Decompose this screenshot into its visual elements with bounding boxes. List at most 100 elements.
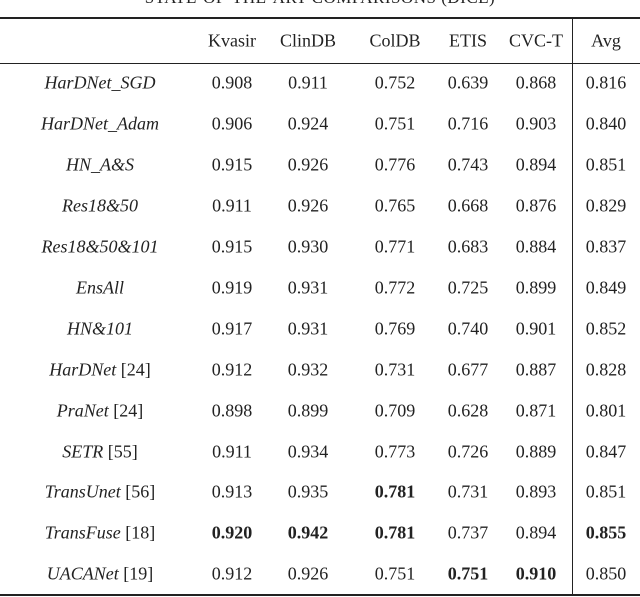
score-cell: 0.772 <box>374 277 416 298</box>
citation: [18] <box>125 522 156 543</box>
score-cell: 0.765 <box>374 195 416 216</box>
column-header: Kvasir <box>208 30 256 51</box>
score-cell: 0.801 <box>585 400 627 421</box>
score-cell: 0.709 <box>374 400 416 421</box>
score-cell: 0.769 <box>374 318 416 339</box>
column-header: ColDB <box>369 30 421 51</box>
citation: [19] <box>123 563 154 584</box>
column-header: CVC-T <box>509 30 563 51</box>
score-cell: 0.773 <box>374 441 416 462</box>
score-cell: 0.942 <box>287 522 329 543</box>
score-cell: 0.930 <box>287 236 329 257</box>
row-label: Res18&50 <box>62 196 138 217</box>
row-label: EnsAll <box>76 277 124 298</box>
score-cell: 0.901 <box>515 318 557 339</box>
score-cell: 0.893 <box>515 481 557 502</box>
score-cell: 0.935 <box>287 481 329 502</box>
table-title: STATE-OF-THE-ART COMPARISONS (DICE) <box>0 0 640 8</box>
score-cell: 0.926 <box>287 154 329 175</box>
score-cell: 0.926 <box>287 563 329 584</box>
row-label: SETR [55] <box>62 441 138 462</box>
row-label: TransUnet [56] <box>45 482 156 503</box>
method-name: PraNet <box>56 400 109 421</box>
method-name: HarDNet_Adam <box>41 113 159 134</box>
row-label: UACANet [19] <box>47 564 154 585</box>
score-cell: 0.639 <box>447 72 489 93</box>
score-cell: 0.776 <box>374 154 416 175</box>
score-cell: 0.889 <box>515 441 557 462</box>
method-name: UACANet <box>46 563 119 584</box>
score-cell: 0.668 <box>447 195 489 216</box>
score-cell: 0.850 <box>585 563 627 584</box>
score-cell: 0.919 <box>211 277 253 298</box>
top-rule <box>0 17 640 19</box>
score-cell: 0.683 <box>447 236 489 257</box>
score-cell: 0.887 <box>515 359 557 380</box>
score-cell: 0.908 <box>211 72 253 93</box>
score-cell: 0.837 <box>585 236 627 257</box>
score-cell: 0.737 <box>447 522 489 543</box>
score-cell: 0.752 <box>374 72 416 93</box>
score-cell: 0.677 <box>447 359 489 380</box>
score-cell: 0.894 <box>515 522 557 543</box>
score-cell: 0.781 <box>374 481 416 502</box>
score-cell: 0.915 <box>211 236 253 257</box>
score-cell: 0.847 <box>585 441 627 462</box>
method-name: HN_A&S <box>65 154 135 175</box>
score-cell: 0.628 <box>447 400 489 421</box>
score-cell: 0.781 <box>374 522 416 543</box>
citation: [56] <box>125 481 156 502</box>
score-cell: 0.898 <box>211 400 253 421</box>
method-name: Res18&50&101 <box>41 236 159 257</box>
row-label: HarDNet_SGD <box>45 73 156 94</box>
score-cell: 0.912 <box>211 359 253 380</box>
row-label: HarDNet_Adam <box>41 114 159 135</box>
method-name: TransUnet <box>44 481 121 502</box>
score-cell: 0.911 <box>212 441 252 462</box>
score-cell: 0.917 <box>211 318 253 339</box>
score-cell: 0.751 <box>447 563 489 584</box>
row-label: HN_A&S <box>66 155 134 176</box>
row-label: HarDNet [24] <box>49 359 151 380</box>
method-name: SETR <box>62 441 104 462</box>
score-cell: 0.851 <box>585 154 627 175</box>
score-cell: 0.816 <box>585 72 627 93</box>
score-cell: 0.931 <box>287 277 329 298</box>
score-cell: 0.751 <box>374 563 416 584</box>
score-cell: 0.913 <box>211 481 253 502</box>
score-cell: 0.912 <box>211 563 253 584</box>
score-cell: 0.899 <box>515 277 557 298</box>
score-cell: 0.849 <box>585 277 627 298</box>
score-cell: 0.926 <box>287 195 329 216</box>
score-cell: 0.731 <box>447 481 489 502</box>
score-cell: 0.725 <box>447 277 489 298</box>
score-cell: 0.743 <box>447 154 489 175</box>
score-cell: 0.855 <box>585 522 627 543</box>
method-name: HarDNet <box>49 359 117 380</box>
score-cell: 0.840 <box>585 113 627 134</box>
score-cell: 0.740 <box>447 318 489 339</box>
score-cell: 0.906 <box>211 113 253 134</box>
citation: [24] <box>113 400 144 421</box>
row-label: HN&101 <box>67 318 133 339</box>
score-cell: 0.868 <box>515 72 557 93</box>
score-cell: 0.932 <box>287 359 329 380</box>
column-header: ClinDB <box>279 30 337 51</box>
score-cell: 0.920 <box>211 522 253 543</box>
score-cell: 0.871 <box>515 400 557 421</box>
score-cell: 0.876 <box>515 195 557 216</box>
bottom-rule <box>0 594 640 596</box>
score-cell: 0.911 <box>212 195 252 216</box>
method-name: EnsAll <box>76 277 124 298</box>
score-cell: 0.931 <box>287 318 329 339</box>
score-cell: 0.899 <box>287 400 329 421</box>
score-cell: 0.829 <box>585 195 627 216</box>
citation: [24] <box>120 359 151 380</box>
method-name: HarDNet_SGD <box>44 72 156 93</box>
row-label: PraNet [24] <box>57 400 144 421</box>
score-cell: 0.771 <box>374 236 416 257</box>
score-cell: 0.910 <box>515 563 557 584</box>
score-cell: 0.934 <box>287 441 329 462</box>
row-label: TransFuse [18] <box>45 523 156 544</box>
method-name: HN&101 <box>66 318 134 339</box>
